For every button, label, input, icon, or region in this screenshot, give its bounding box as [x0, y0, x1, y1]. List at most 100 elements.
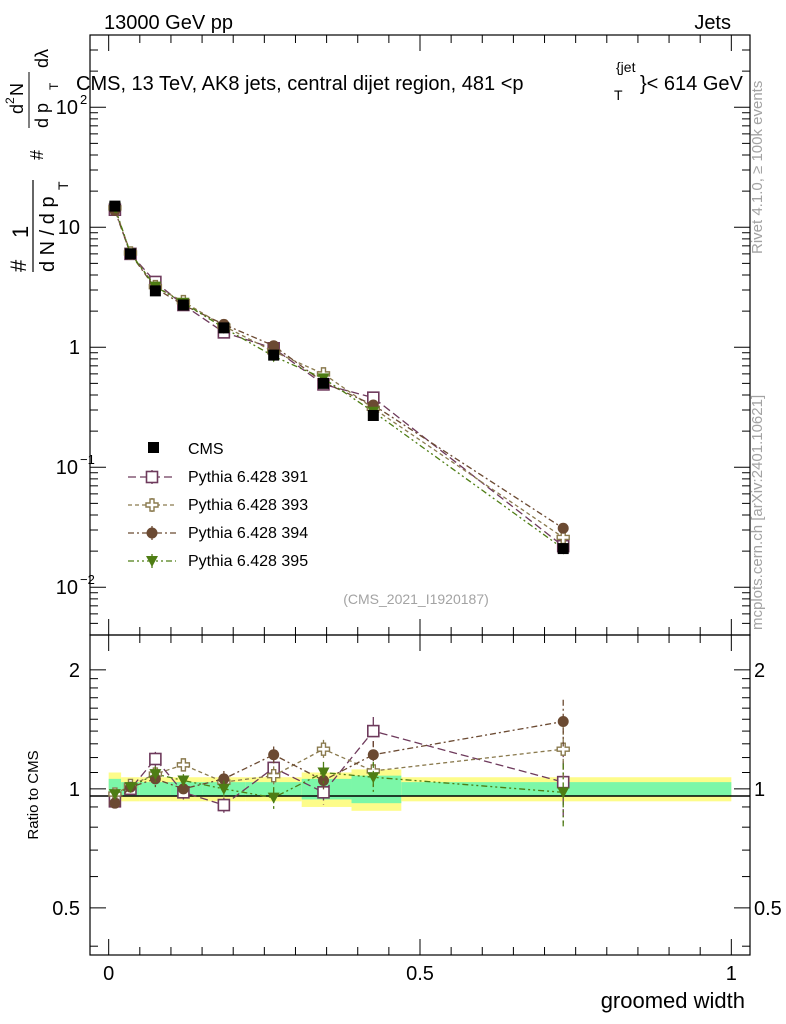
ylabel-inner-denominator-sub: T: [47, 82, 61, 90]
title-superscript: {jet: [616, 59, 636, 75]
ylabel-hash-1: #: [6, 259, 31, 272]
legend-label-395: Pythia 6.428 395: [188, 553, 308, 570]
main-panel-frame: [89, 34, 751, 636]
ylabel-dlambda: dλ: [32, 49, 52, 68]
ratio-plot-area: [108, 699, 570, 828]
legend-label-393: Pythia 6.428 393: [188, 497, 308, 514]
series-line-3: [114, 207, 564, 550]
ratio-y-tick-label: 0.5: [52, 898, 80, 920]
legend-marker-3: [146, 556, 158, 567]
main-y-tick-label: 10: [56, 457, 78, 479]
ratio-point: [557, 716, 569, 728]
main-y-tick-label: 10: [58, 217, 80, 239]
data-point: [367, 409, 379, 421]
ratio-point: [317, 767, 330, 779]
legend-label-cms: CMS: [188, 441, 224, 458]
ratio-y-tick-label-right: 1: [754, 779, 765, 801]
band-stat: [351, 775, 402, 804]
ratio-point: [367, 749, 379, 761]
data-point: [109, 200, 121, 212]
main-y-tick-label: 1: [69, 337, 80, 359]
series-point: [557, 522, 569, 534]
title-tail: }< 614 GeV: [640, 73, 744, 95]
ratio-y-axis-label: Ratio to CMS: [25, 750, 42, 839]
ylabel-inner-denominator: d p: [32, 103, 52, 128]
plot-title: CMS, 13 TeV, AK8 jets, central dijet reg…: [76, 59, 744, 103]
data-point: [124, 248, 136, 260]
ratio-y-tick-label: 1: [69, 779, 80, 801]
legend-marker-1: [145, 498, 159, 512]
ratio-point: [556, 742, 570, 756]
main-y-tick-exponent: 2: [80, 92, 87, 107]
main-plot-area: [108, 200, 570, 555]
ratio-point: [217, 798, 231, 812]
ratio-point: [149, 752, 162, 766]
band-stat: [139, 782, 171, 796]
ylabel-denominator-sub: T: [55, 181, 71, 190]
ratio-point: [217, 783, 230, 795]
ratio-y-tick-label: 2: [69, 660, 80, 682]
ratio-point: [177, 775, 190, 787]
rivet-version-note: Rivet 4.1.0, ≥ 100k events: [749, 81, 766, 254]
data-point: [218, 322, 230, 334]
ratio-point: [557, 787, 570, 799]
series-line-1: [114, 207, 564, 538]
main-y-axis-label: # 1 d N / d p T # d 2 N d p T dλ: [3, 49, 71, 272]
ratio-point: [268, 749, 280, 761]
ratio-point: [109, 797, 121, 809]
ylabel-hash-2: #: [27, 150, 47, 160]
series-point: [268, 340, 280, 352]
ratio-point: [218, 773, 230, 785]
legend-marker-2: [146, 527, 158, 539]
main-y-tick-label: 10: [56, 577, 78, 599]
ratio-y-tick-label-right: 2: [754, 660, 765, 682]
ratio-point: [177, 783, 189, 795]
x-tick-label: 0: [103, 963, 114, 985]
ratio-point: [316, 742, 331, 756]
beam-label: 13000 GeV pp: [104, 12, 233, 34]
ratio-point: [266, 768, 281, 783]
x-axis: 0 0.5 1: [103, 35, 737, 985]
ylabel-denominator: d N / d p: [37, 196, 59, 272]
ratio-y-tick-label-right: 0.5: [754, 898, 782, 920]
ratio-point: [108, 789, 121, 801]
ylabel-one: 1: [8, 226, 33, 238]
legend: CMS Pythia 6.428 391 Pythia 6.428 393 Py…: [128, 441, 308, 570]
title-main: CMS, 13 TeV, AK8 jets, central dijet reg…: [76, 73, 524, 95]
data-point: [177, 299, 189, 311]
ratio-point: [367, 772, 380, 784]
x-tick-label: 1: [726, 963, 737, 985]
ratio-point: [267, 792, 280, 804]
ratio-y-axis: 0.5 0.5 1 1 2 2: [52, 660, 782, 947]
data-point: [557, 543, 569, 555]
main-y-tick-exponent: −2: [80, 572, 95, 587]
main-y-tick-exponent: −1: [80, 452, 95, 467]
ratio-line-2: [114, 720, 564, 804]
ylabel-numerator-d: d: [7, 104, 27, 114]
series-line-2: [114, 210, 564, 529]
data-point: [317, 377, 329, 389]
title-subscript: T: [614, 87, 623, 103]
data-point: [149, 285, 161, 297]
ratio-point: [367, 724, 380, 738]
ratio-point: [149, 769, 162, 781]
ratio-point: [317, 774, 329, 786]
category-label: Jets: [694, 12, 731, 34]
legend-label-394: Pythia 6.428 394: [188, 525, 308, 542]
main-y-tick-label: 10: [56, 97, 78, 119]
x-axis-label: groomed width: [601, 988, 745, 1013]
legend-label-391: Pythia 6.428 391: [188, 469, 308, 486]
analysis-id-label: (CMS_2021_I1920187): [343, 591, 489, 607]
ratio-point: [124, 782, 137, 794]
legend-marker-0: [145, 470, 159, 484]
ratio-point: [176, 758, 191, 772]
ratio-uncertainty-band: [108, 769, 732, 811]
x-tick-label: 0.5: [406, 963, 434, 985]
series-line-0: [114, 209, 564, 547]
legend-marker-cms: [148, 442, 159, 453]
ylabel-numerator-n: N: [7, 83, 27, 96]
ylabel-numerator-power: 2: [3, 97, 17, 104]
data-point: [268, 349, 280, 361]
